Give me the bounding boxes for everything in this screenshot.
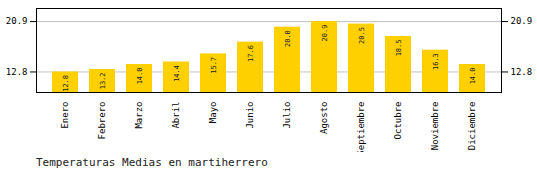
svg-text:20.9: 20.9 — [321, 25, 329, 42]
svg-text:Marzo: Marzo — [134, 102, 144, 129]
svg-text:Febrero: Febrero — [97, 102, 107, 140]
svg-text:14.4: 14.4 — [173, 65, 181, 82]
svg-text:Enero: Enero — [60, 102, 70, 129]
svg-text:Mayo: Mayo — [208, 102, 218, 124]
svg-text:Septiembre: Septiembre — [356, 102, 366, 153]
svg-text:16.3: 16.3 — [432, 53, 440, 70]
svg-text:Noviembre: Noviembre — [430, 102, 440, 151]
svg-text:Diciembre: Diciembre — [467, 102, 477, 151]
svg-text:13.2: 13.2 — [99, 72, 107, 89]
svg-text:12.8: 12.8 — [6, 67, 28, 77]
svg-text:20.9: 20.9 — [6, 16, 28, 26]
svg-text:Octubre: Octubre — [393, 102, 403, 140]
svg-text:Junio: Junio — [245, 102, 255, 129]
svg-text:12.8: 12.8 — [62, 75, 70, 92]
svg-text:15.7: 15.7 — [210, 57, 218, 74]
html-text:Temperaturas Medias en martihe: Temperaturas Medias en martiherrero — [36, 156, 268, 169]
svg-text:Abril: Abril — [171, 102, 181, 129]
svg-text:12.8: 12.8 — [511, 67, 533, 77]
svg-text:14.0: 14.0 — [136, 68, 144, 85]
svg-text:20.0: 20.0 — [284, 30, 292, 47]
svg-text:14.0: 14.0 — [469, 68, 477, 85]
svg-text:20.5: 20.5 — [358, 27, 366, 44]
svg-text:20.9: 20.9 — [511, 16, 533, 26]
svg-text:18.5: 18.5 — [395, 40, 403, 57]
svg-text:Agosto: Agosto — [319, 102, 329, 135]
svg-text:17.6: 17.6 — [247, 45, 255, 62]
svg-text:Julio: Julio — [282, 102, 292, 129]
